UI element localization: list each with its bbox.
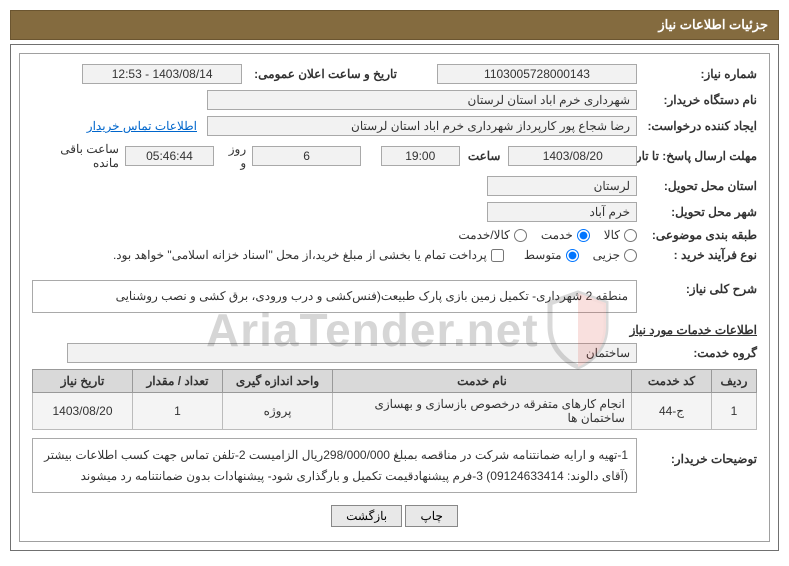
page-header: جزئیات اطلاعات نیاز <box>10 10 779 40</box>
radio-minor-label: جزیی <box>593 248 620 262</box>
need-number-label: شماره نیاز: <box>637 67 757 81</box>
remaining-label: ساعت باقی مانده <box>32 142 125 170</box>
th-code: کد خدمت <box>632 370 712 393</box>
th-unit: واحد اندازه گیری <box>223 370 333 393</box>
radio-medium[interactable]: متوسط <box>524 248 579 262</box>
purchase-type-label: نوع فرآیند خرید : <box>637 248 757 262</box>
td-code: ج-44 <box>632 393 712 430</box>
th-qty: تعداد / مقدار <box>133 370 223 393</box>
category-radio-group: کالا خدمت کالا/خدمت <box>458 228 637 242</box>
th-date: تاریخ نیاز <box>33 370 133 393</box>
td-row: 1 <box>712 393 757 430</box>
category-label: طبقه بندی موضوعی: <box>637 228 757 242</box>
radio-minor[interactable]: جزیی <box>593 248 637 262</box>
th-name: نام خدمت <box>333 370 632 393</box>
deadline-label: مهلت ارسال پاسخ: تا تاریخ: <box>637 149 757 163</box>
row-city: شهر محل تحویل: خرم آباد <box>32 202 757 222</box>
td-date: 1403/08/20 <box>33 393 133 430</box>
treasury-checkbox-input[interactable] <box>491 249 504 262</box>
announce-value: 1403/08/14 - 12:53 <box>82 64 242 84</box>
action-row: چاپ بازگشت <box>32 505 757 527</box>
back-button[interactable]: بازگشت <box>331 505 402 527</box>
row-province: استان محل تحویل: لرستان <box>32 176 757 196</box>
city-value: خرم آباد <box>487 202 637 222</box>
countdown-value: 05:46:44 <box>125 146 214 166</box>
buyer-org-value: شهرداری خرم اباد استان لرستان <box>207 90 637 110</box>
table-row: 1 ج-44 انجام کارهای متفرقه درخصوص بازساز… <box>33 393 757 430</box>
requester-value: رضا شجاع پور کارپرداز شهرداری خرم اباد ا… <box>207 116 637 136</box>
print-button[interactable]: چاپ <box>405 505 457 527</box>
requester-label: ایجاد کننده درخواست: <box>637 119 757 133</box>
outer-panel: AriaTender.net شماره نیاز: 1103005728000… <box>10 44 779 551</box>
radio-service-input[interactable] <box>577 229 590 242</box>
overall-desc-box: منطقه 2 شهرداری- تکمیل زمین بازی پارک طب… <box>32 280 637 313</box>
buyer-notes-label: توضیحات خریدار: <box>637 438 757 466</box>
purchase-type-group: جزیی متوسط <box>524 248 637 262</box>
radio-both-input[interactable] <box>514 229 527 242</box>
province-value: لرستان <box>487 176 637 196</box>
table-header-row: ردیف کد خدمت نام خدمت واحد اندازه گیری ت… <box>33 370 757 393</box>
row-category: طبقه بندی موضوعی: کالا خدمت کالا/خدمت <box>32 228 757 242</box>
radio-both[interactable]: کالا/خدمت <box>458 228 526 242</box>
row-overall-desc: شرح کلی نیاز: منطقه 2 شهرداری- تکمیل زمی… <box>32 276 757 313</box>
days-and-label: روز و <box>214 142 252 170</box>
row-purchase-type: نوع فرآیند خرید : جزیی متوسط پرداخت تمام… <box>32 248 757 262</box>
radio-service[interactable]: خدمت <box>541 228 590 242</box>
service-group-value: ساختمان <box>67 343 637 363</box>
th-row: ردیف <box>712 370 757 393</box>
radio-goods-input[interactable] <box>624 229 637 242</box>
radio-goods[interactable]: کالا <box>604 228 637 242</box>
row-requester: ایجاد کننده درخواست: رضا شجاع پور کارپرد… <box>32 116 757 136</box>
days-value: 6 <box>252 146 361 166</box>
radio-service-label: خدمت <box>541 228 573 242</box>
buyer-org-label: نام دستگاه خریدار: <box>637 93 757 107</box>
row-buyer-notes: توضیحات خریدار: 1-تهیه و ارایه ضمانتنامه… <box>32 438 757 493</box>
treasury-check[interactable]: پرداخت تمام یا بخشی از مبلغ خرید،از محل … <box>113 248 504 262</box>
row-need-number: شماره نیاز: 1103005728000143 تاریخ و ساع… <box>32 64 757 84</box>
city-label: شهر محل تحویل: <box>637 205 757 219</box>
overall-desc-text: منطقه 2 شهرداری- تکمیل زمین بازی پارک طب… <box>116 289 628 303</box>
treasury-note-label: پرداخت تمام یا بخشی از مبلغ خرید،از محل … <box>113 248 487 262</box>
time-label: ساعت <box>460 149 509 163</box>
deadline-time: 19:00 <box>381 146 460 166</box>
form-panel: AriaTender.net شماره نیاز: 1103005728000… <box>19 53 770 542</box>
buyer-notes-text: 1-تهیه و ارایه ضمانتنامه شرکت در مناقصه … <box>44 448 628 482</box>
need-number-value: 1103005728000143 <box>437 64 637 84</box>
buyer-contact-link[interactable]: اطلاعات تماس خریدار <box>87 119 197 133</box>
row-deadline: مهلت ارسال پاسخ: تا تاریخ: 1403/08/20 سا… <box>32 142 757 170</box>
radio-both-label: کالا/خدمت <box>458 228 509 242</box>
province-label: استان محل تحویل: <box>637 179 757 193</box>
row-service-group: گروه خدمت: ساختمان <box>32 343 757 363</box>
td-qty: 1 <box>133 393 223 430</box>
services-info-title: اطلاعات خدمات مورد نیاز <box>32 323 757 337</box>
buyer-notes-box: 1-تهیه و ارایه ضمانتنامه شرکت در مناقصه … <box>32 438 637 493</box>
td-unit: پروژه <box>223 393 333 430</box>
overall-desc-label: شرح کلی نیاز: <box>637 276 757 296</box>
radio-medium-input[interactable] <box>566 249 579 262</box>
services-table: ردیف کد خدمت نام خدمت واحد اندازه گیری ت… <box>32 369 757 430</box>
radio-goods-label: کالا <box>604 228 620 242</box>
deadline-date: 1403/08/20 <box>508 146 637 166</box>
page-title: جزئیات اطلاعات نیاز <box>658 17 768 32</box>
announce-label: تاریخ و ساعت اعلان عمومی: <box>248 67 397 81</box>
td-name: انجام کارهای متفرقه درخصوص بازسازی و بهس… <box>333 393 632 430</box>
service-group-label: گروه خدمت: <box>637 346 757 360</box>
row-buyer-org: نام دستگاه خریدار: شهرداری خرم اباد استا… <box>32 90 757 110</box>
radio-medium-label: متوسط <box>524 248 562 262</box>
radio-minor-input[interactable] <box>624 249 637 262</box>
